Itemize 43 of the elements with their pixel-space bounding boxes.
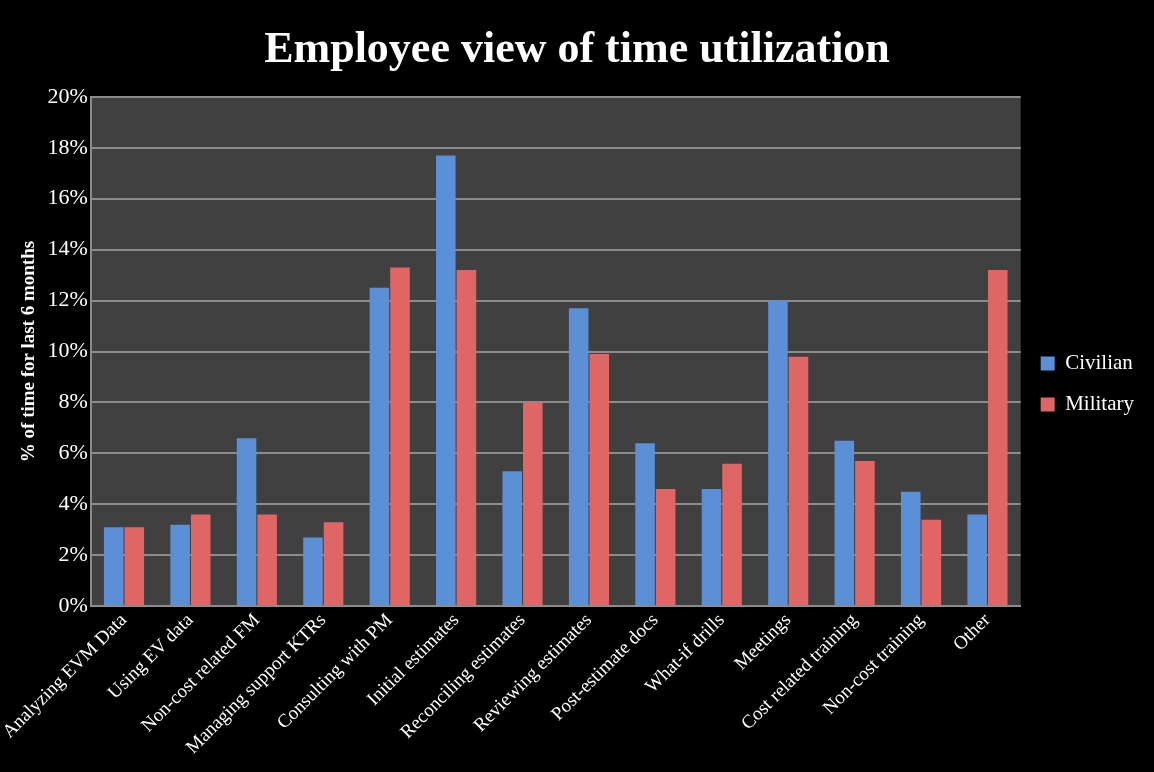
bar: [900, 491, 921, 606]
bar: [103, 527, 124, 606]
bar: [568, 308, 589, 606]
y-tick-label: 18%: [47, 133, 88, 159]
y-tick-label: 6%: [58, 439, 88, 465]
y-tick-label: 16%: [47, 184, 88, 210]
bar: [369, 287, 390, 606]
y-axis-title: % of time for last 6 months: [16, 240, 38, 463]
bar: [768, 300, 788, 606]
bar: [124, 527, 145, 606]
bar: [722, 463, 742, 606]
y-tick-label: 20%: [47, 82, 88, 108]
bar: [921, 519, 942, 606]
bar: [655, 489, 676, 606]
bar: [170, 524, 190, 606]
y-tick-label: 8%: [58, 388, 88, 414]
bar: [701, 489, 722, 606]
y-tick-label: 10%: [47, 337, 88, 363]
bar: [190, 514, 211, 606]
bar: [788, 356, 809, 606]
bar: [456, 270, 477, 606]
bar: [987, 270, 1008, 606]
y-tick-label: 14%: [47, 235, 88, 261]
legend-label: Civilian: [1065, 350, 1134, 375]
bar: [390, 267, 410, 606]
bar: [635, 443, 655, 606]
bar: [502, 471, 523, 606]
legend-label: Military: [1065, 391, 1135, 416]
bar: [436, 155, 456, 606]
y-tick-label: 2%: [58, 541, 88, 567]
bar: [236, 438, 257, 606]
bar: [855, 461, 875, 606]
y-tick-label: 4%: [58, 490, 88, 516]
bar: [967, 514, 987, 606]
y-tick-label: 0%: [58, 592, 88, 618]
y-tick-label: 12%: [47, 286, 88, 312]
bar: [834, 440, 855, 606]
bar: [523, 402, 543, 606]
bar: [303, 537, 323, 606]
bar: [257, 514, 277, 606]
bar: [323, 522, 344, 606]
chart-title: Employee view of time utilization: [264, 22, 890, 72]
bar: [589, 354, 610, 606]
